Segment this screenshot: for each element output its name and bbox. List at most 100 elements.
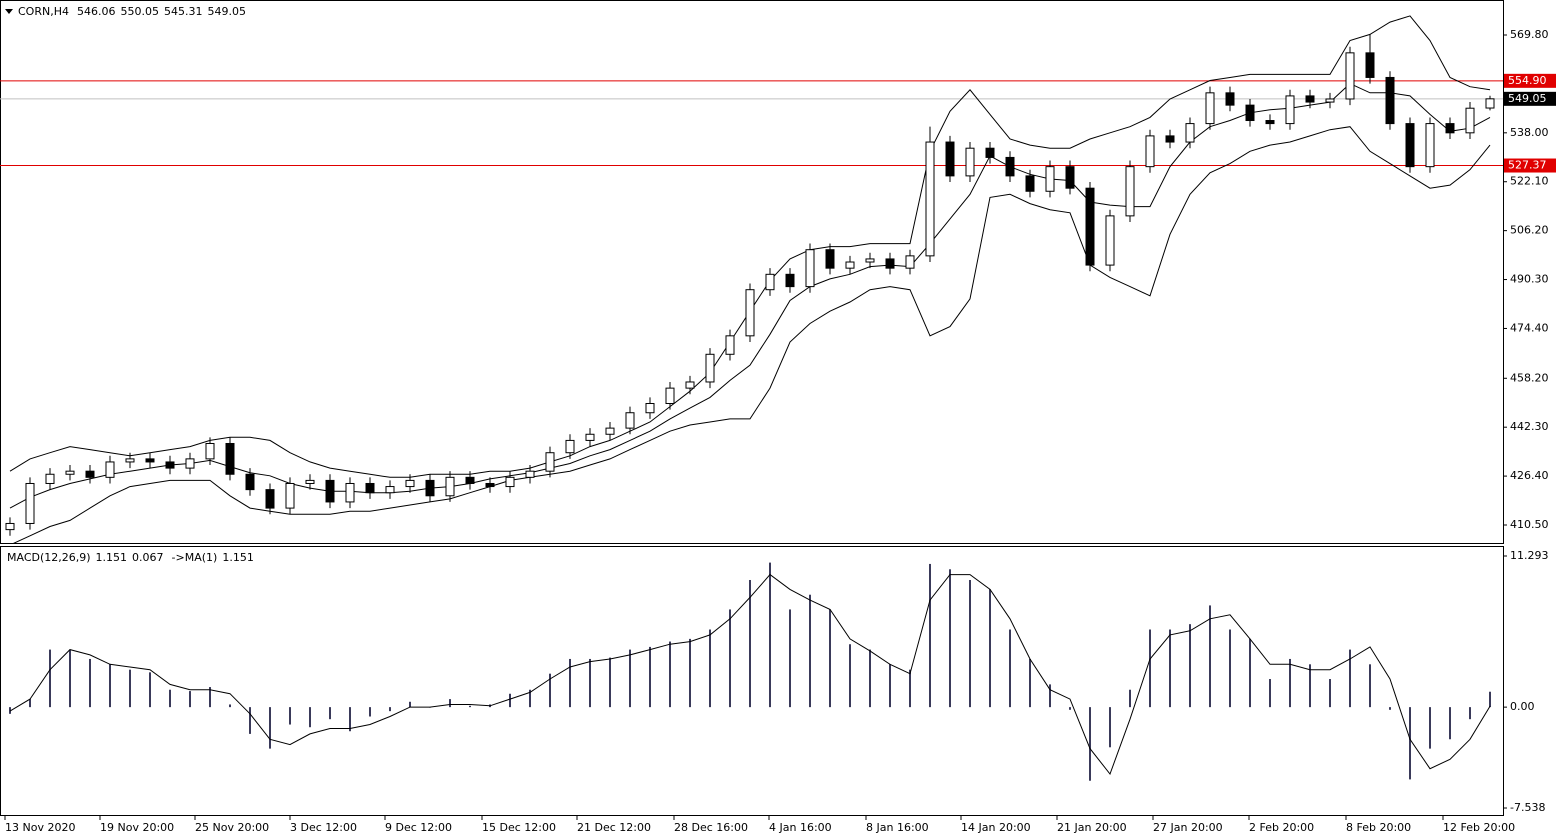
candle-body [345,482,355,503]
macd-bar [89,658,91,708]
x-tick-label: 9 Dec 12:00 [385,821,452,834]
candle-body [25,482,35,524]
candle-body [265,489,275,509]
menu-arrow [5,9,13,14]
macd-bar [69,649,71,708]
macd-bar [1489,691,1491,708]
candle-body [1125,166,1135,217]
macd-bar [1209,605,1211,708]
level-label: 554.90 [1508,74,1547,87]
candle-body [625,412,635,429]
macd-bar [1269,679,1271,708]
macd-bar [1429,707,1431,749]
candle-body [385,486,395,494]
main-panel [0,0,1504,544]
macd-bar [969,579,971,708]
macd-bar [129,669,131,708]
macd-bar [269,707,271,749]
macd-bar [1069,707,1071,710]
macd-bar [1469,707,1471,720]
candle-body [945,141,955,177]
macd-bar [569,658,571,708]
y-tick-label: 506.20 [1510,224,1549,237]
current-price-box [1504,91,1556,106]
macd-bar [1009,629,1011,708]
macd-bar [509,693,511,708]
candle-body [85,470,95,478]
candle-body [1305,95,1315,103]
bollinger-lower [13,126,1491,543]
x-tick-label: 4 Jan 16:00 [769,821,832,834]
candle-body [1285,95,1295,125]
candle-body [1425,123,1435,168]
candle-body [685,381,695,389]
y-tick-label: 538.00 [1510,126,1549,139]
header-open: 546.06 [77,5,116,18]
macd-bar [1409,707,1411,780]
y-tick-label: 410.50 [1510,518,1549,531]
macd-bar [169,689,171,708]
macd-bar [209,687,211,708]
candle-body [325,479,335,503]
macd-bar [49,649,51,708]
macd-bar [889,664,891,708]
macd-bar [629,649,631,708]
macd-bar [1249,638,1251,708]
candle-body [1485,98,1495,109]
candle-body [1045,166,1055,192]
y-tick-label: 490.30 [1510,273,1549,286]
macd-bar [869,649,871,708]
candle-body [1385,76,1395,125]
y-tick-label: 426.40 [1510,469,1549,482]
ma-value: 1.151 [222,551,254,564]
y-tick-label: 0.00 [1510,700,1535,713]
macd-bar [1449,707,1451,740]
signal-line [9,573,1491,776]
candle-body [545,452,555,472]
main-plot [0,15,1503,543]
y-tick-label: 569.80 [1510,28,1549,41]
x-tick-label: 12 Feb 20:00 [1443,821,1515,834]
x-tick-label: 13 Nov 2020 [5,821,75,834]
candle-body [905,255,915,269]
macd-bar [409,701,411,708]
candle-body [805,249,815,288]
signal-value: 0.067 [132,551,164,564]
candle-body [305,479,315,484]
candle-body [165,461,175,469]
macd-bar [249,707,251,734]
macd-bar [809,594,811,708]
bollinger-middle [9,83,1491,509]
macd-bar [1389,707,1391,710]
candle-body [1345,52,1355,100]
macd-bar [1229,629,1231,708]
level-label-box [1504,158,1556,173]
macd-bar [469,705,471,708]
macd-bar [349,707,351,732]
candle-body [5,522,15,531]
candle-body [125,458,135,463]
candle-body [1245,104,1255,122]
macd-bar [549,673,551,708]
y-tick-label: 11.293 [1510,549,1549,562]
header-close: 549.05 [207,5,246,18]
level-label-box [1504,73,1556,88]
macd-bar [909,669,911,708]
macd-bar [189,691,191,708]
candle-body [1105,215,1115,266]
candle-body [45,473,55,484]
macd-bar [229,704,231,708]
candle-body [1405,123,1415,168]
candle-body [565,439,575,454]
macd-panel [0,546,1504,816]
candle-body [205,442,215,460]
candle-body [585,433,595,441]
macd-bar [749,579,751,708]
macd-bar [789,609,791,708]
candle-body [425,479,435,497]
y-tick-label: 522.10 [1510,175,1549,188]
macd-bar [1189,624,1191,708]
candle-body [1205,92,1215,125]
candle-body [245,473,255,491]
macd-bar [669,641,671,708]
